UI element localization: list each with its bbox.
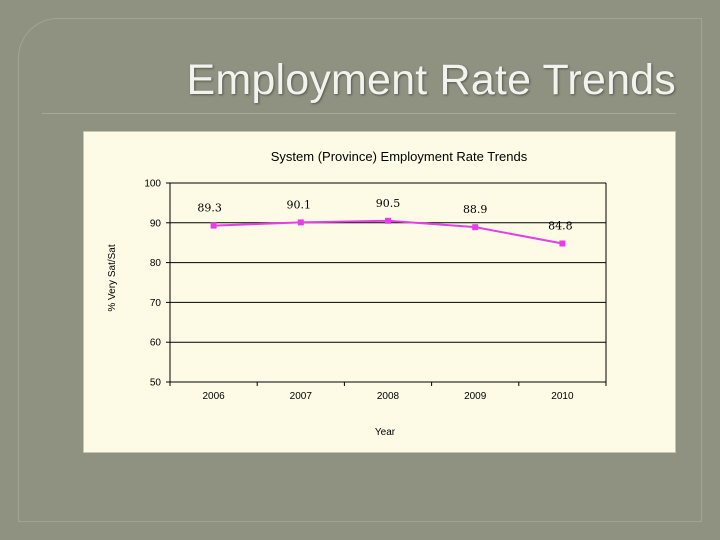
data-label: 88.9 xyxy=(463,203,488,216)
y-tick-label: 70 xyxy=(150,298,162,309)
data-label: 90.5 xyxy=(376,197,401,210)
slide-frame xyxy=(18,18,702,522)
chart-area: System (Province) Employment Rate Trends… xyxy=(83,131,676,453)
data-point xyxy=(297,219,304,226)
y-tick-label: 60 xyxy=(150,338,162,349)
x-tick-label: 2009 xyxy=(464,391,487,402)
x-tick-label: 2008 xyxy=(377,391,400,402)
data-point xyxy=(559,240,566,247)
title-divider xyxy=(42,113,676,114)
y-tick-label: 80 xyxy=(150,258,162,269)
data-label: 89.3 xyxy=(197,202,222,215)
y-tick-label: 90 xyxy=(150,218,162,229)
data-point xyxy=(385,217,391,224)
x-tick-label: 2006 xyxy=(202,391,225,402)
plot-area: 50 60 70 80 90 100 2006 2007 2008 2009 2010 89.3 90.… xyxy=(144,179,607,402)
line-chart: System (Province) Employment Rate Trends… xyxy=(107,149,607,438)
data-point xyxy=(472,224,479,231)
x-tick-label: 2010 xyxy=(551,391,574,402)
data-point xyxy=(210,222,217,229)
x-tick-label: 2007 xyxy=(290,391,313,402)
series-line xyxy=(213,219,563,245)
y-tick-label: 50 xyxy=(150,378,162,389)
y-tick-label: 100 xyxy=(144,179,161,190)
x-axis-title: Year xyxy=(375,427,396,438)
y-axis-title: % Very Sat/Sat xyxy=(107,244,118,311)
slide-title: Employment Rate Trends xyxy=(186,56,676,104)
data-label: 84.8 xyxy=(548,219,573,232)
chart-title: System (Province) Employment Rate Trends xyxy=(271,149,528,164)
data-label: 90.1 xyxy=(287,198,312,211)
